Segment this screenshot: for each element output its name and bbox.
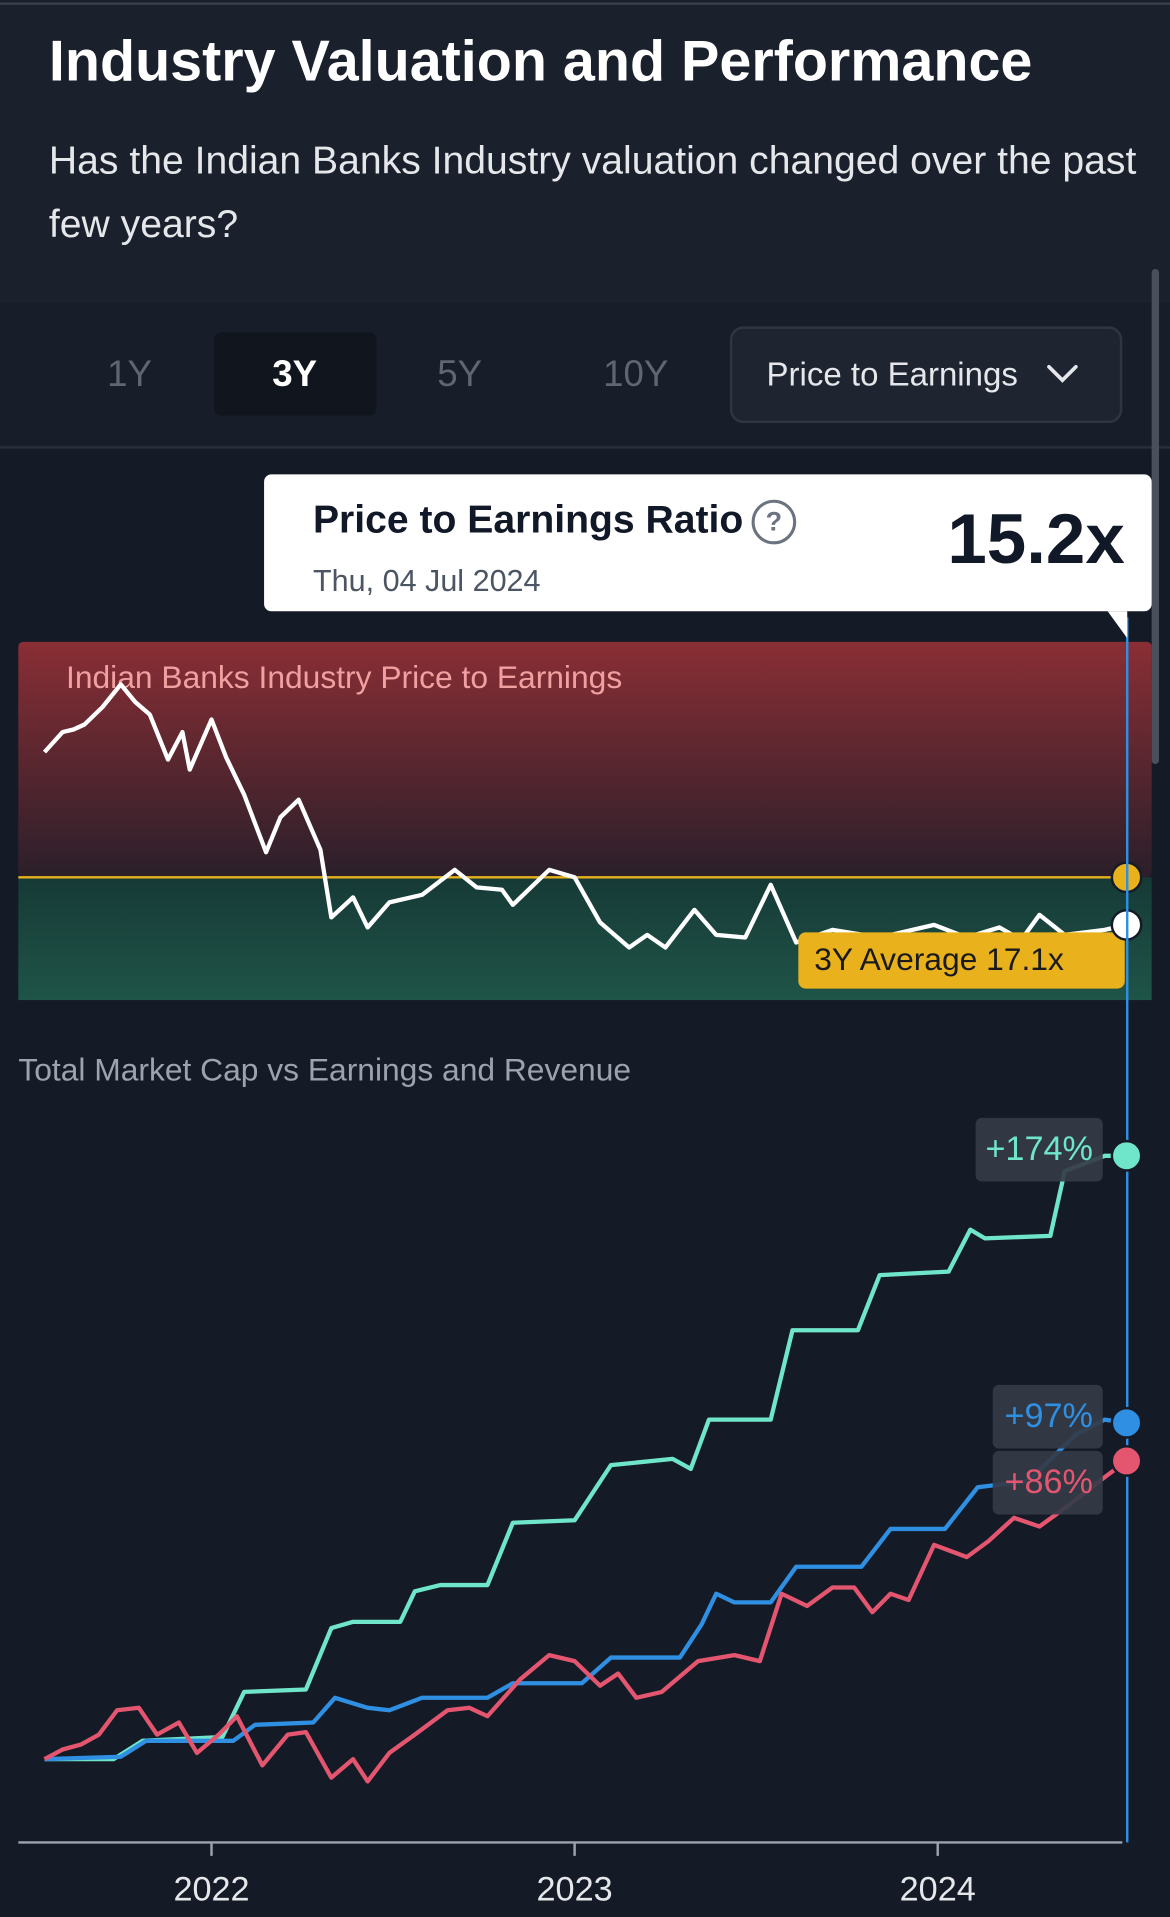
page-title: Industry Valuation and Performance [48, 28, 1033, 93]
series-line [43, 1459, 1128, 1784]
dropdown-chevron[interactable] [1047, 364, 1078, 383]
end-label-bg [992, 1384, 1103, 1449]
average-label: 3Y Average 17.1x [814, 941, 1064, 977]
header-bg [0, 0, 1170, 304]
page-subtitle: Has the Indian Banks Industry valuation … [48, 138, 1137, 246]
scrollbar [1151, 268, 1159, 765]
tooltip-box [264, 474, 1152, 612]
performance-chart: Total Market Cap vs Earnings and Revenue… [18, 617, 1143, 1908]
tab[interactable]: 1Y [107, 353, 152, 394]
end-dot [1110, 1406, 1143, 1439]
tab[interactable]: 3Y [272, 353, 317, 394]
end-dot [1110, 1139, 1143, 1172]
series-line [44, 1153, 1127, 1762]
end-label: +97% [1004, 1397, 1092, 1435]
help-icon[interactable] [751, 499, 797, 545]
dropdown-label[interactable]: Price to Earnings [767, 355, 1018, 392]
end-label-bg [975, 1117, 1103, 1182]
tab-selected-bg[interactable] [213, 332, 377, 416]
tab-bar: 1Y 3Y 5Y 10Y [107, 332, 668, 416]
x-tick-label: 2023 [537, 1870, 613, 1908]
tooltip-title: Price to Earnings Ratio [313, 498, 743, 541]
end-label: +174% [985, 1130, 1093, 1168]
tab[interactable]: 10Y [603, 353, 668, 394]
tooltip-pointer [1107, 611, 1128, 639]
help-icon-text[interactable]: ? [766, 506, 782, 536]
chart-title: Total Market Cap vs Earnings and Revenue [18, 1052, 631, 1088]
zone-above [18, 641, 1152, 878]
average-label-bg [798, 932, 1125, 989]
tab[interactable]: 5Y [437, 353, 482, 394]
end-label: +86% [1004, 1463, 1092, 1501]
end-label-bg [992, 1450, 1103, 1515]
tooltip-date: Thu, 04 Jul 2024 [313, 564, 541, 598]
dropdown-box[interactable] [729, 326, 1123, 424]
chart-title: Indian Banks Industry Price to Earnings [66, 659, 622, 695]
x-tick-label: 2022 [173, 1870, 249, 1908]
pe-chart: Indian Banks Industry Price to Earnings 3… [18, 641, 1152, 1001]
end-dot [1110, 1445, 1143, 1477]
dropdown[interactable]: Price to Earnings [729, 326, 1123, 424]
tooltip-value: 15.2x [947, 500, 1124, 579]
series-line [44, 1417, 1127, 1762]
x-tick-label: 2024 [900, 1870, 976, 1908]
tooltip: Price to Earnings Ratio ? Thu, 04 Jul 20… [264, 474, 1152, 639]
